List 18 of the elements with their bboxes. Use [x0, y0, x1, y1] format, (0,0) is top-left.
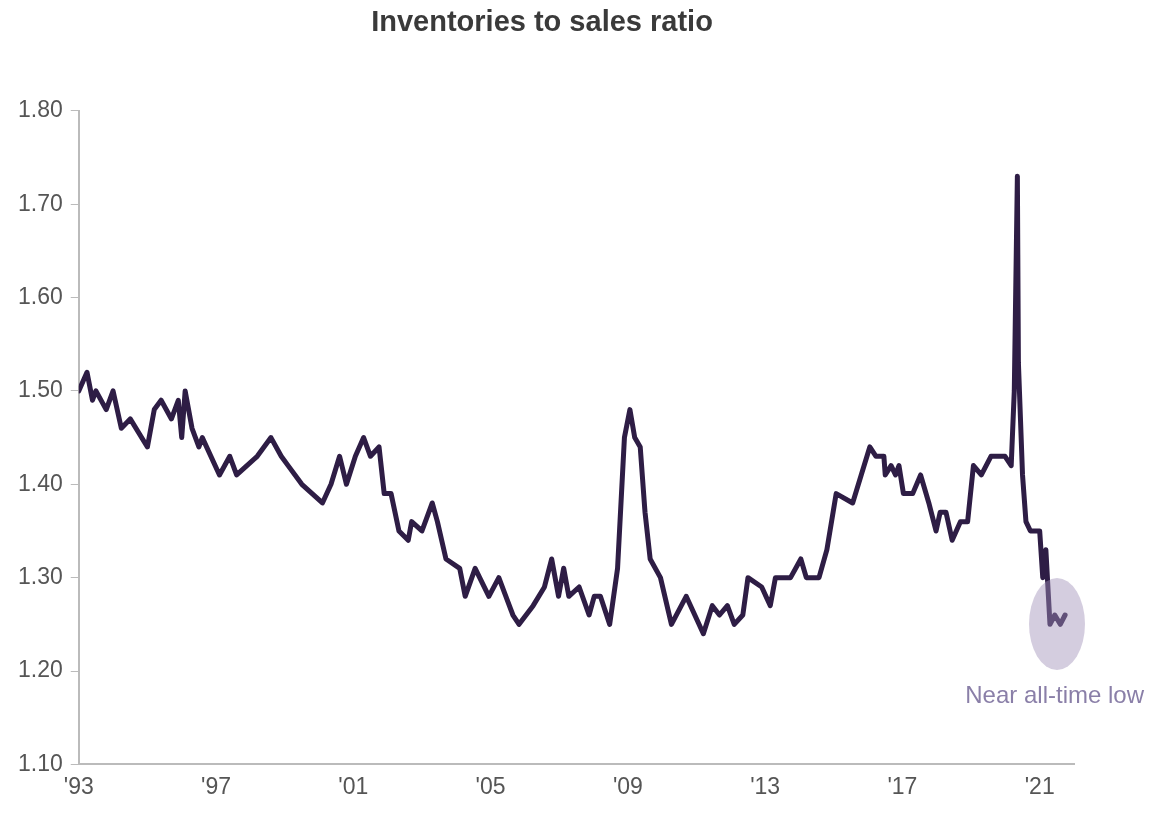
- x-tick-label: '09: [612, 772, 643, 799]
- x-tick-label: '21: [1024, 772, 1055, 799]
- y-tick-label: 1.40: [18, 469, 63, 496]
- x-tick-label: '01: [338, 772, 369, 799]
- x-tick-label: '93: [63, 772, 94, 799]
- y-tick-label: 1.20: [18, 656, 63, 683]
- y-tick-label: 1.30: [18, 563, 63, 589]
- x-tick-label: '13: [750, 772, 781, 799]
- y-tick-label: 1.60: [18, 282, 63, 309]
- y-tick-label: 1.10: [18, 749, 63, 776]
- y-tick-label: 1.50: [18, 376, 63, 403]
- y-tick-label: 1.70: [18, 189, 63, 216]
- chart-title: Inventories to sales ratio: [371, 5, 713, 38]
- y-tick-label: 1.80: [18, 96, 63, 123]
- x-tick-label: '05: [475, 772, 506, 799]
- x-tick-label: '17: [887, 772, 918, 799]
- annotation: Near all-time low: [965, 680, 1145, 708]
- x-tick-label: '97: [201, 772, 232, 799]
